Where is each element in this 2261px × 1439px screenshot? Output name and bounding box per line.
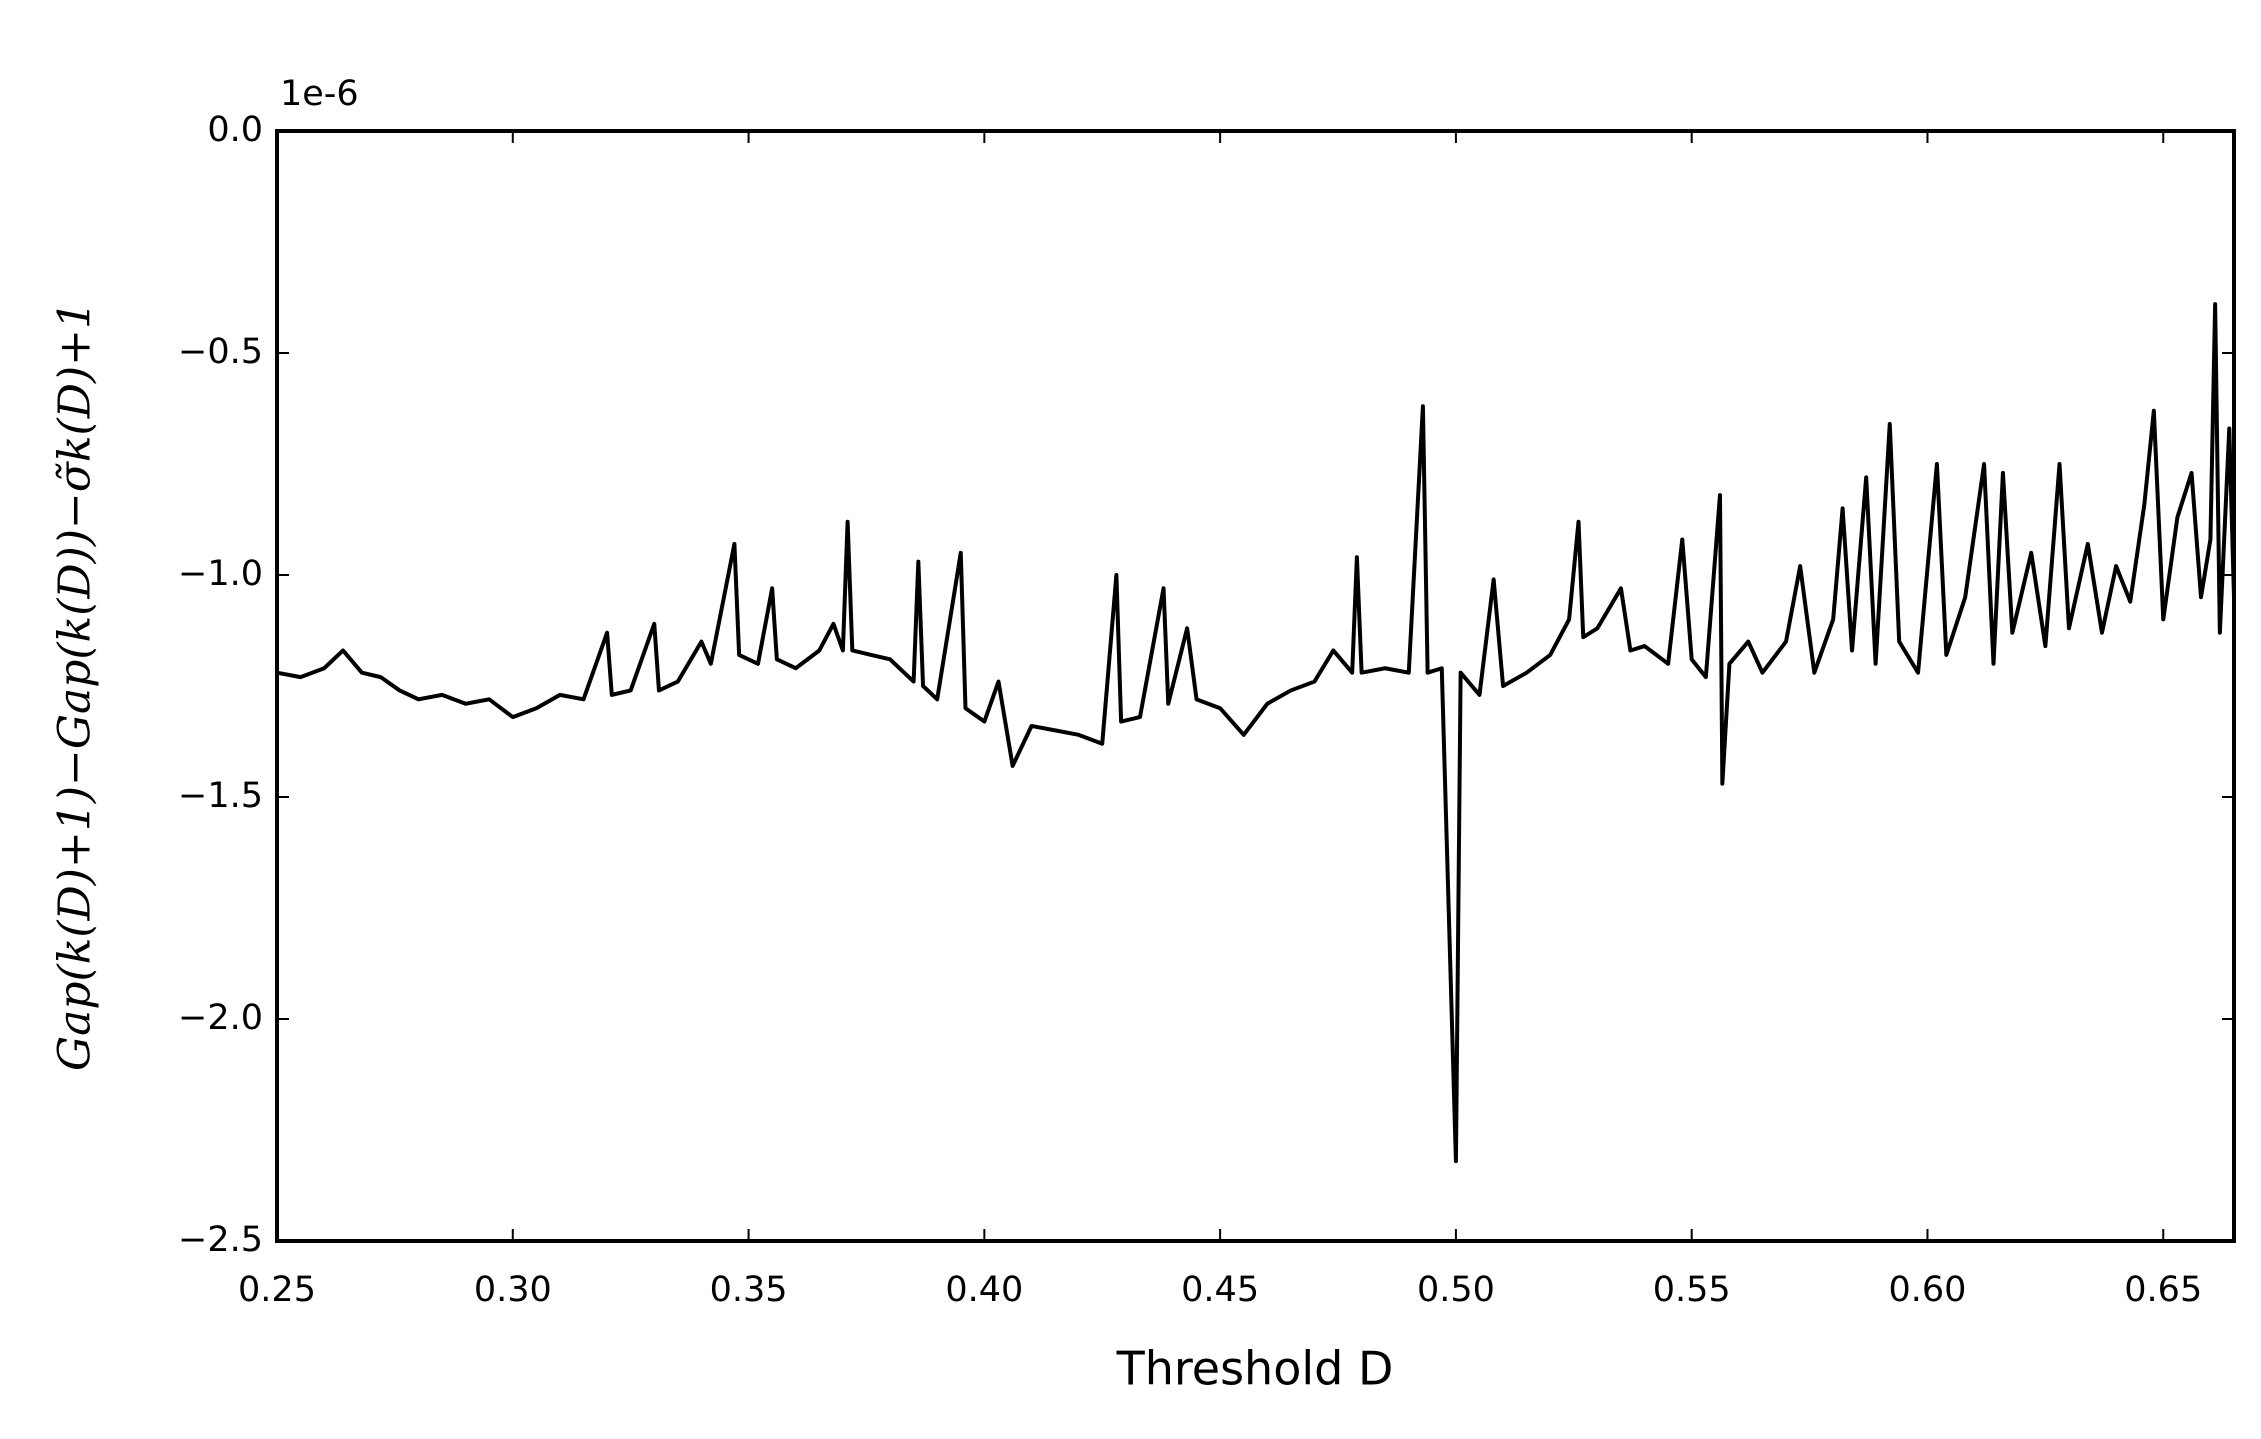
data-line (276, 302, 2236, 1164)
x-tick-label: 0.40 (945, 1270, 1023, 1310)
y-axis-label: Gap(k(D)+1)−Gap(k(D))−σ̃k(D)+1 (50, 301, 101, 1071)
x-tick-label: 0.60 (1889, 1270, 1967, 1310)
x-tick-label: 0.25 (238, 1270, 316, 1310)
x-tick-label: 0.65 (2124, 1270, 2202, 1310)
y-tick-label: 0.0 (207, 110, 263, 150)
x-tick-label: 0.35 (710, 1270, 788, 1310)
y-offset-label: 1e-6 (280, 74, 359, 114)
y-tick-label: −1.5 (178, 776, 263, 816)
x-tick-label: 0.30 (474, 1270, 552, 1310)
x-tick-label: 0.45 (1181, 1270, 1259, 1310)
x-tick-label: 0.50 (1417, 1270, 1495, 1310)
plot-frame (275, 129, 2236, 1243)
x-axis-label: Threshold D (1116, 1342, 1394, 1396)
y-tick-label: −0.5 (178, 332, 263, 372)
y-tick-label: −2.5 (178, 1220, 263, 1260)
y-tick-label: −2.0 (178, 998, 263, 1038)
x-tick-label: 0.55 (1653, 1270, 1731, 1310)
y-tick-label: −1.0 (178, 554, 263, 594)
